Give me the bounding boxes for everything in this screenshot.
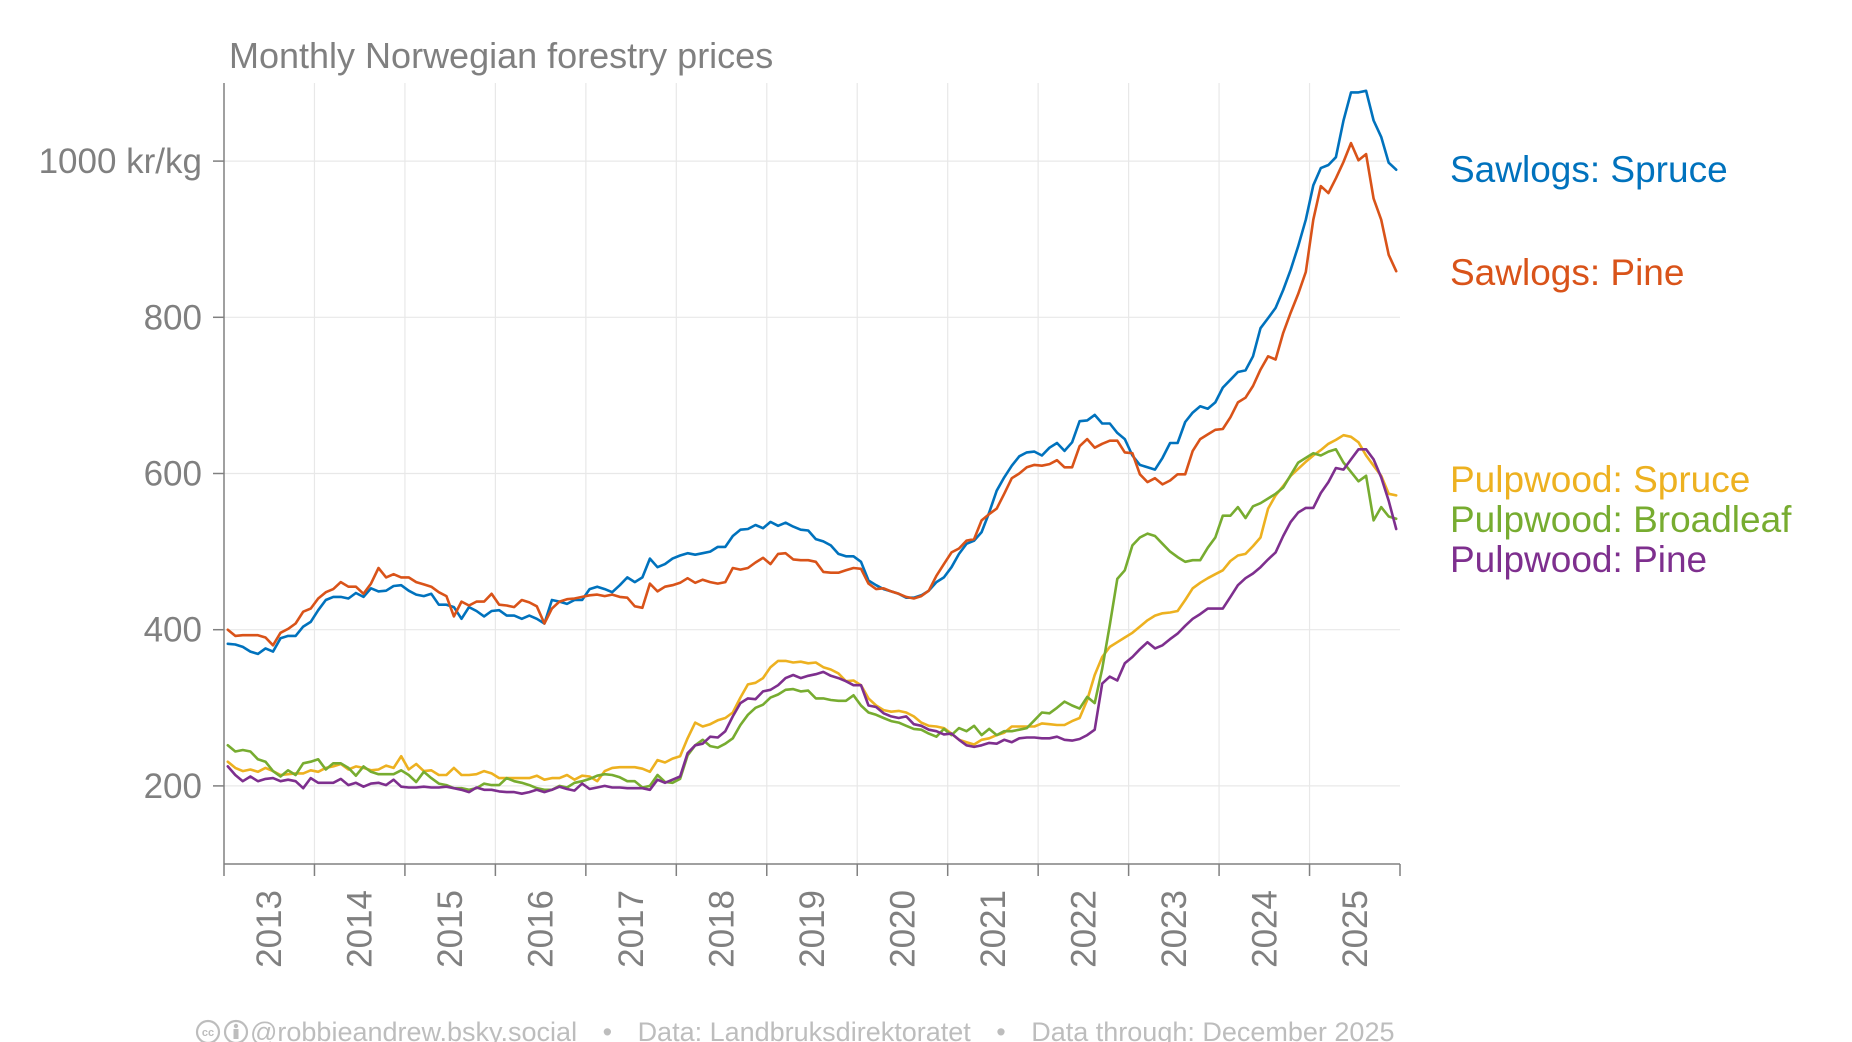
gridlines [224,83,1400,864]
svg-text:cc: cc [202,1027,214,1039]
x-tick-label: 2022 [1064,890,1103,968]
x-tick-label: 2014 [341,890,380,968]
footer-separator-1: • [603,1017,612,1042]
x-tick-label: 2018 [703,890,742,968]
legend-label-pulpwood-broadleaf: Pulpwood: Broadleaf [1450,499,1792,540]
axes [213,83,1401,876]
y-tick-label: 800 [144,298,202,337]
x-tick-label: 2023 [1155,890,1194,968]
cc-icon: cc [195,1019,221,1042]
x-tick-label: 2019 [793,890,832,968]
y-tick-label: 600 [144,455,202,494]
series-line-pulpwood-broadleaf [226,447,1398,792]
x-tick-label: 2025 [1336,890,1375,968]
x-tick-label: 2020 [883,890,922,968]
footer-text: @robbieandrew.bsky.social • Data: Landbr… [250,1017,1394,1042]
footer-handle: @robbieandrew.bsky.social [250,1017,577,1042]
x-tick-label: 2015 [431,890,470,968]
legend-label-sawlogs-pine: Sawlogs: Pine [1450,252,1684,293]
series-lines [226,89,1398,796]
legend-label-sawlogs-spruce: Sawlogs: Spruce [1450,149,1728,190]
series-line-pulpwood-spruce [226,433,1398,783]
footer: cc @robbieandrew.bsky.social • Data: Lan… [195,1017,1394,1042]
attribution-icon [223,1019,249,1042]
footer-source: Data: Landbruksdirektoratet [638,1017,972,1042]
chart-title: Monthly Norwegian forestry prices [229,35,773,76]
x-tick-label: 2016 [522,890,561,968]
footer-separator-2: • [996,1017,1005,1042]
y-tick-label: 400 [144,611,202,650]
y-tick-label: 1000 kr/kg [39,142,202,181]
x-tick-label: 2013 [250,890,289,968]
series-line-sawlogs-pine [226,141,1398,647]
x-tick-label: 2024 [1245,890,1284,968]
legend: Sawlogs: Spruce Sawlogs: Pine Pulpwood: Sp… [1450,149,1792,580]
footer-data-through: Data through: December 2025 [1031,1017,1394,1042]
y-tick-labels: 200 400 600 800 1000 kr/kg [39,142,202,806]
legend-label-pulpwood-pine: Pulpwood: Pine [1450,539,1707,580]
legend-label-pulpwood-spruce: Pulpwood: Spruce [1450,459,1750,500]
series-line-pulpwood-pine [226,447,1398,796]
x-tick-label: 2021 [974,890,1013,968]
x-tick-labels: 2013 2014 2015 2016 2017 2018 2019 2020 2021 2022… [250,890,1375,968]
series-line-sawlogs-spruce [226,89,1398,656]
x-tick-label: 2017 [612,890,651,968]
y-tick-label: 200 [144,767,202,806]
